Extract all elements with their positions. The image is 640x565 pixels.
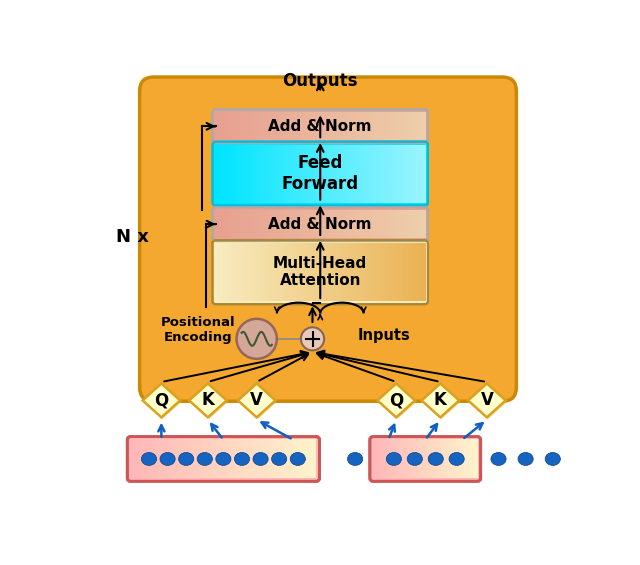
Text: Q: Q [389,392,403,410]
Circle shape [301,327,324,350]
Text: Add & Norm: Add & Norm [269,119,372,134]
Polygon shape [379,385,417,419]
FancyBboxPatch shape [127,437,319,481]
FancyBboxPatch shape [212,110,428,144]
Polygon shape [422,384,459,418]
Polygon shape [423,385,461,419]
FancyBboxPatch shape [212,142,428,206]
Ellipse shape [545,453,561,466]
Ellipse shape [253,453,268,466]
FancyBboxPatch shape [212,207,428,241]
Ellipse shape [491,453,506,466]
Ellipse shape [449,453,464,466]
Polygon shape [144,385,182,419]
Ellipse shape [387,453,401,466]
Text: V: V [481,392,493,410]
Text: Inputs: Inputs [358,328,410,344]
Polygon shape [189,384,227,418]
Polygon shape [378,384,415,418]
FancyBboxPatch shape [212,240,428,304]
Text: Q: Q [154,392,168,410]
Polygon shape [191,385,228,419]
Ellipse shape [271,453,287,466]
Ellipse shape [518,453,533,466]
Polygon shape [470,385,507,419]
Ellipse shape [141,453,157,466]
Text: V: V [250,392,263,410]
FancyBboxPatch shape [140,77,516,401]
Polygon shape [238,384,275,418]
Text: K: K [434,392,447,410]
Ellipse shape [197,453,212,466]
Ellipse shape [428,453,444,466]
Text: Multi-Head
Attention: Multi-Head Attention [273,256,367,289]
Ellipse shape [407,453,422,466]
FancyBboxPatch shape [370,437,481,481]
Ellipse shape [179,453,194,466]
Ellipse shape [348,453,363,466]
Ellipse shape [290,453,305,466]
Ellipse shape [216,453,231,466]
Text: Add & Norm: Add & Norm [269,216,372,232]
Polygon shape [143,384,180,418]
Ellipse shape [234,453,250,466]
Text: Positional
Encoding: Positional Encoding [161,316,235,344]
Circle shape [237,319,277,359]
Text: Outputs: Outputs [282,72,358,90]
Text: K: K [202,392,214,410]
Polygon shape [468,384,506,418]
Text: N x: N x [116,228,149,246]
Ellipse shape [160,453,175,466]
Polygon shape [239,385,277,419]
Text: Feed
Forward: Feed Forward [282,154,359,193]
